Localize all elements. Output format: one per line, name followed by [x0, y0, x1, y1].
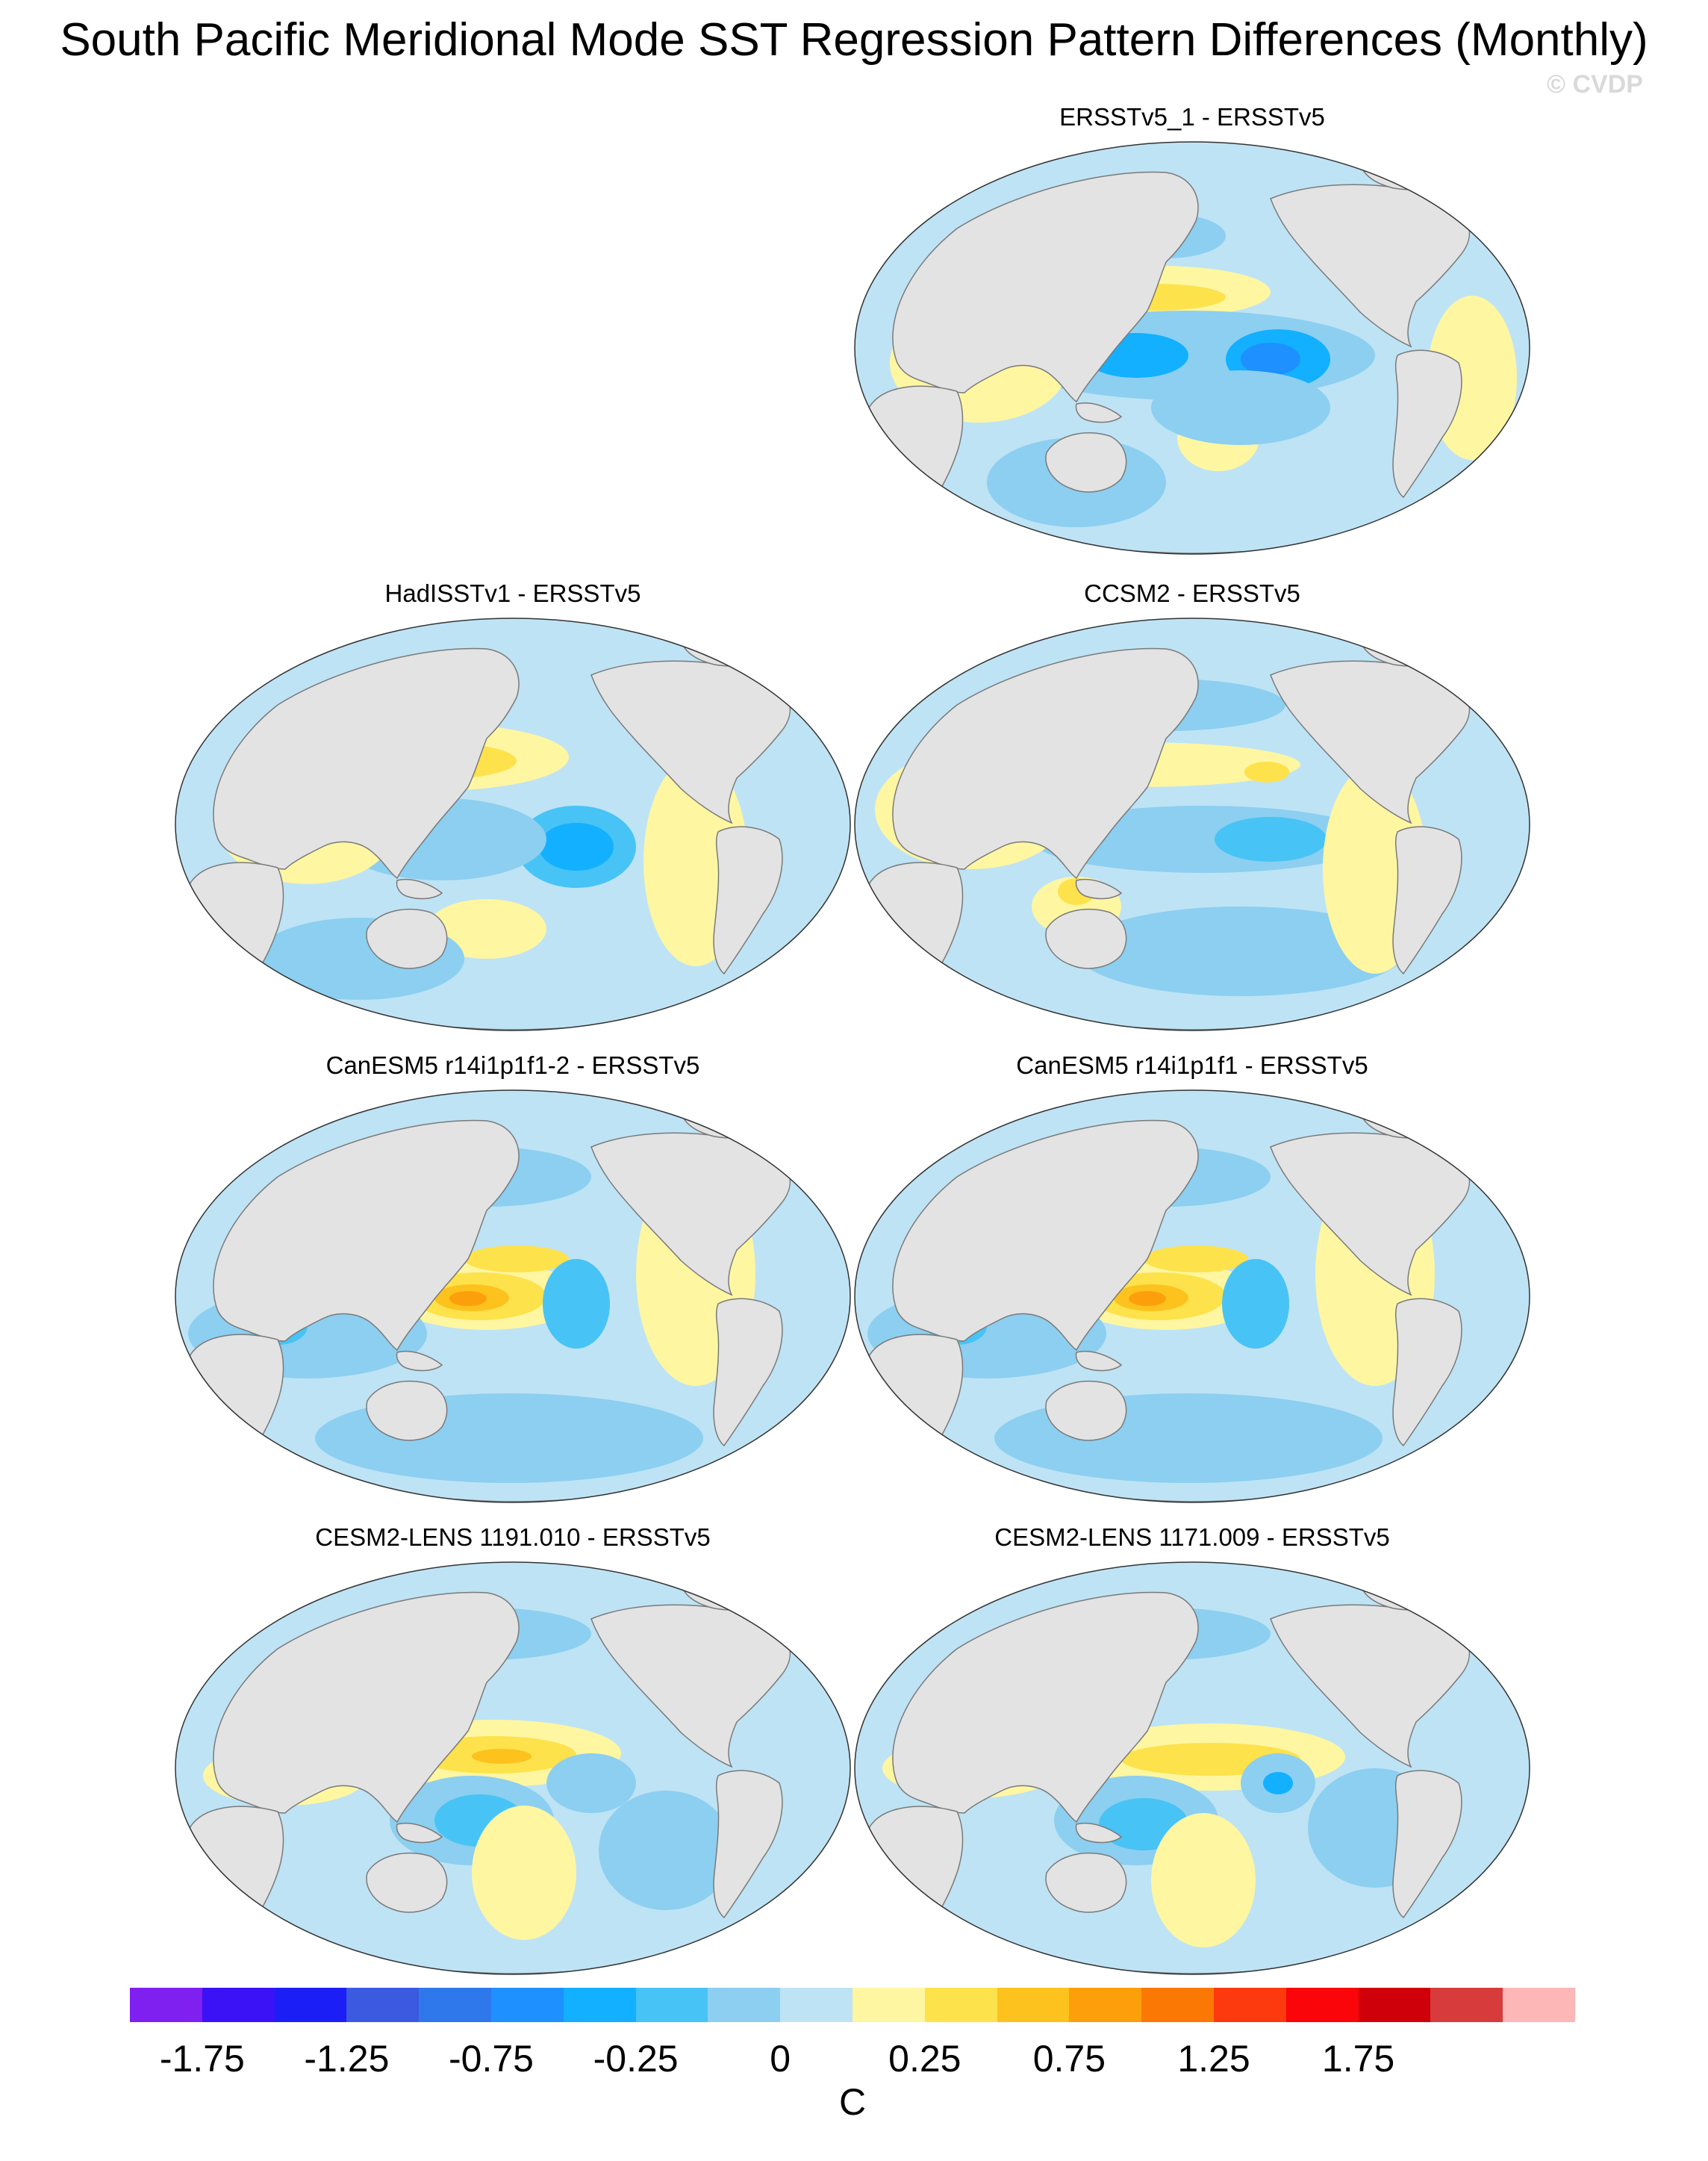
sst-difference-map: [173, 615, 853, 1033]
colorbar-tick-label: 0: [770, 2037, 791, 2080]
land-mass: [869, 1334, 963, 1464]
land-mass: [190, 1334, 284, 1464]
land-mass: [869, 862, 963, 992]
map-panel-cesm2-1191: CESM2-LENS 1191.010 - ERSSTv5: [173, 1523, 853, 1971]
map-panel-hadisst: HadISSTv1 - ERSSTv5: [173, 579, 853, 1027]
colorbar-swatch: [419, 1988, 491, 2022]
panel-title: CESM2-LENS 1191.010 - ERSSTv5: [173, 1523, 853, 1552]
anomaly-region: [1144, 1246, 1248, 1272]
colorbar-swatch: [1286, 1988, 1359, 2022]
map-panel-canesm5-r14: CanESM5 r14i1p1f1 - ERSSTv5: [853, 1051, 1532, 1499]
colorbar-swatch: [997, 1988, 1070, 2022]
panel-title: CanESM5 r14i1p1f1-2 - ERSSTv5: [173, 1051, 853, 1080]
sst-difference-map: [173, 1559, 853, 1977]
colorbar-tick-label: -1.75: [160, 2037, 245, 2080]
colorbar-tick-label: 0.25: [888, 2037, 961, 2080]
anomaly-region: [543, 1259, 610, 1349]
colorbar-swatch: [853, 1988, 925, 2022]
colorbar-swatch: [1069, 1988, 1141, 2022]
panel-title: CESM2-LENS 1171.009 - ERSSTv5: [853, 1523, 1532, 1552]
panel-title: HadISSTv1 - ERSSTv5: [173, 579, 853, 608]
watermark: © CVDP: [1547, 70, 1643, 99]
anomaly-region: [1222, 1259, 1289, 1349]
colorbar-swatch: [708, 1988, 780, 2022]
anomaly-region: [599, 1791, 733, 1910]
anomaly-region: [539, 823, 614, 871]
colorbar: [130, 1988, 1575, 2022]
colorbar-swatch: [1503, 1988, 1575, 2022]
sst-difference-map: [853, 139, 1532, 557]
land-mass: [190, 862, 284, 992]
land-mass: [869, 1806, 963, 1936]
panel-title: CanESM5 r14i1p1f1 - ERSSTv5: [853, 1051, 1532, 1080]
panel-title: CCSM2 - ERSSTv5: [853, 579, 1532, 608]
anomaly-region: [1151, 370, 1330, 445]
colorbar-units: C: [839, 2080, 866, 2124]
figure-title: South Pacific Meridional Mode SST Regres…: [0, 13, 1708, 66]
anomaly-region: [1151, 1813, 1256, 1947]
colorbar-tick-label: -1.25: [304, 2037, 389, 2080]
sst-difference-map: [173, 1087, 853, 1505]
sst-difference-map: [853, 1559, 1532, 1977]
colorbar-swatch: [275, 1988, 347, 2022]
colorbar-tick-label: 0.75: [1033, 2037, 1106, 2080]
colorbar-swatch: [780, 1988, 853, 2022]
land-mass: [190, 1806, 284, 1936]
anomaly-region: [449, 1291, 487, 1306]
colorbar-swatch: [202, 1988, 275, 2022]
anomaly-region: [464, 1246, 569, 1272]
map-panel-canesm5-r14-2: CanESM5 r14i1p1f1-2 - ERSSTv5: [173, 1051, 853, 1499]
anomaly-region: [472, 1749, 532, 1764]
colorbar-swatch: [346, 1988, 419, 2022]
sst-difference-map: [853, 1087, 1532, 1505]
colorbar-swatch: [130, 1988, 202, 2022]
map-panel-ccsm2: CCSM2 - ERSSTv5: [853, 579, 1532, 1027]
colorbar-swatch: [636, 1988, 708, 2022]
anomaly-region: [472, 1806, 576, 1940]
colorbar-swatch: [1430, 1988, 1503, 2022]
anomaly-region: [1215, 817, 1327, 862]
colorbar-swatch: [564, 1988, 636, 2022]
colorbar-swatch: [491, 1988, 564, 2022]
colorbar-tick-label: -0.75: [449, 2037, 534, 2080]
colorbar-swatch: [1141, 1988, 1214, 2022]
panel-title: ERSSTv5_1 - ERSSTv5: [853, 103, 1532, 131]
colorbar-tick-label: -0.25: [593, 2037, 679, 2080]
map-panel-erssv5-1: ERSSTv5_1 - ERSSTv5: [853, 103, 1532, 551]
anomaly-region: [546, 1753, 636, 1813]
colorbar-swatch: [1359, 1988, 1431, 2022]
colorbar-tick-label: 1.75: [1322, 2037, 1394, 2080]
colorbar-swatch: [925, 1988, 997, 2022]
map-panel-cesm2-1171: CESM2-LENS 1171.009 - ERSSTv5: [853, 1523, 1532, 1971]
colorbar-tick-label: 1.25: [1177, 2037, 1250, 2080]
anomaly-region: [1263, 1772, 1293, 1794]
sst-difference-map: [853, 615, 1532, 1033]
anomaly-region: [1244, 762, 1289, 783]
land-mass: [869, 386, 963, 516]
colorbar-swatch: [1214, 1988, 1286, 2022]
anomaly-region: [1129, 1291, 1166, 1306]
